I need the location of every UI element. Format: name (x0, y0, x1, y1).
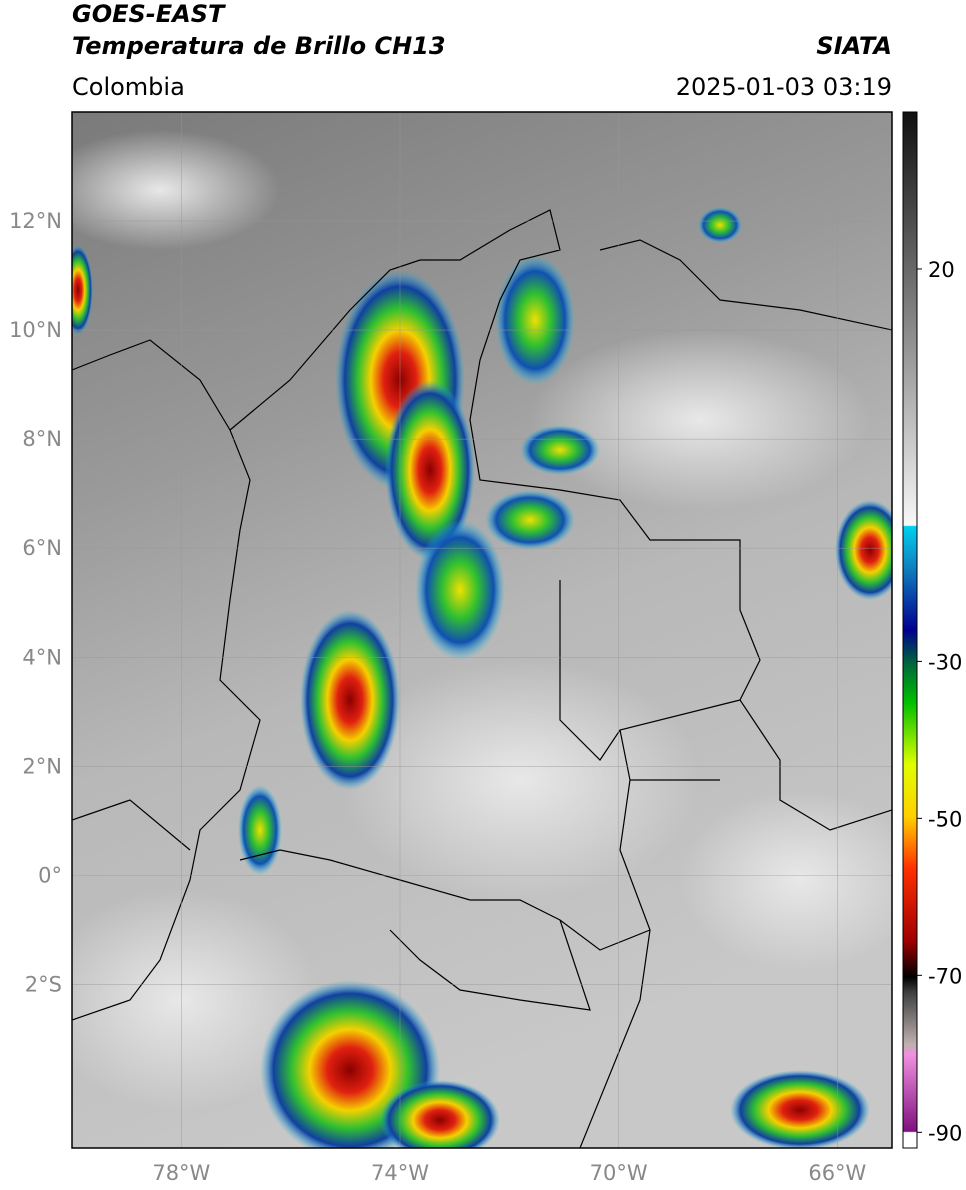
lat-tick-label: 4°N (22, 645, 62, 669)
lon-tick-label: 70°W (590, 1161, 648, 1185)
colorbar-tick-label: -90 (928, 1121, 962, 1145)
colorbar-tick-label: 20 (928, 258, 955, 282)
lat-tick-label: 2°S (25, 972, 62, 996)
lat-tick-label: 10°N (9, 318, 62, 342)
graticule (72, 112, 892, 1148)
lon-tick-label: 74°W (371, 1161, 429, 1185)
colorbar-tick-label: -70 (928, 964, 962, 988)
lat-tick-label: 12°N (9, 209, 62, 233)
timestamp: 2025-01-03 03:19 (676, 73, 892, 101)
title: Temperatura de Brillo CH13 (72, 32, 446, 60)
lat-tick-label: 6°N (22, 536, 62, 560)
title: GOES-EAST (72, 0, 226, 28)
lon-tick-label: 66°W (808, 1161, 866, 1185)
colorbar (902, 111, 918, 1149)
lat-tick-label: 8°N (22, 427, 62, 451)
lat-tick-label: 2°N (22, 754, 62, 778)
lon-tick-label: 78°W (152, 1161, 210, 1185)
source: SIATA (816, 32, 892, 60)
map-frame (71, 111, 893, 1149)
satellite-image (72, 112, 892, 1148)
region: Colombia (72, 73, 185, 101)
colorbar-tick-label: -50 (928, 807, 962, 831)
colorbar-tick-label: -30 (928, 650, 962, 674)
lat-tick-label: 0° (38, 863, 62, 887)
